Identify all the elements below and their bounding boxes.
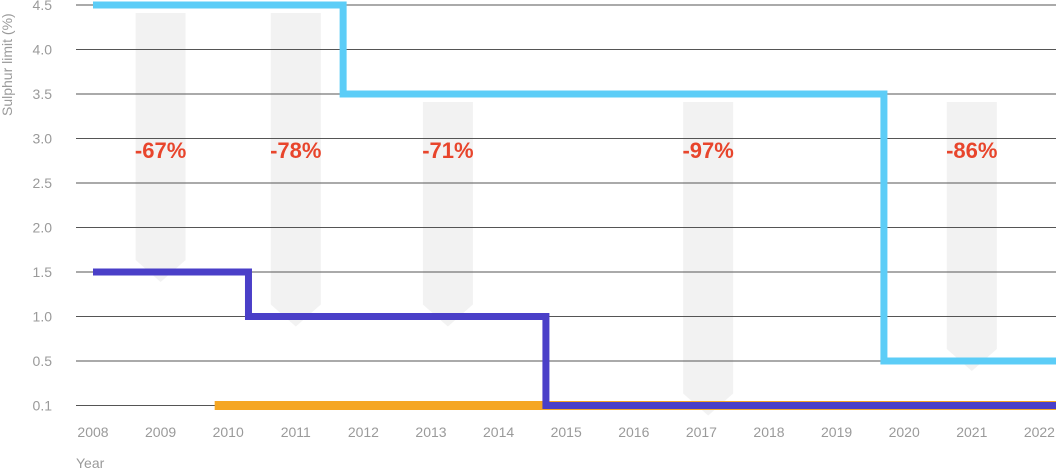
series-line <box>93 268 1056 409</box>
x-tick-label: 2017 <box>686 424 717 440</box>
x-axis-title: Year <box>76 455 105 469</box>
series-lines <box>93 1 1056 410</box>
y-tick-label: 0.1 <box>33 398 53 414</box>
x-tick-label: 2008 <box>77 424 108 440</box>
series-line <box>93 1 1056 365</box>
reduction-label: -78% <box>270 138 321 163</box>
y-axis-ticks: 4.5 4.0 3.5 3.0 2.5 2.0 1.5 1.0 0.5 0.1 <box>33 0 53 414</box>
x-tick-label: 2013 <box>415 424 446 440</box>
reduction-arrow <box>135 13 186 282</box>
y-tick-label: 0.5 <box>33 353 53 369</box>
reduction-labels: -67% -78% -71% -97% -86% <box>135 138 998 163</box>
y-axis-title: Sulphur limit (%) <box>0 13 15 116</box>
reduction-arrow <box>270 13 321 327</box>
reduction-label: -71% <box>422 138 473 163</box>
y-tick-label: 1.0 <box>33 309 53 325</box>
x-tick-label: 2019 <box>821 424 852 440</box>
x-tick-label: 2018 <box>753 424 784 440</box>
x-tick-label: 2010 <box>213 424 244 440</box>
reduction-arrows <box>135 13 997 416</box>
reduction-arrow <box>946 102 997 371</box>
x-tick-label: 2009 <box>145 424 176 440</box>
y-tick-label: 3.5 <box>33 86 53 102</box>
y-tick-label: 2.0 <box>33 220 53 236</box>
x-axis-ticks: 2008 2009 2010 2011 2012 2013 2014 2015 2016 2017… <box>77 424 1055 440</box>
reduction-label: -86% <box>946 138 997 163</box>
x-tick-label: 2022 <box>1024 424 1055 440</box>
x-tick-label: 2020 <box>889 424 920 440</box>
x-tick-label: 2016 <box>618 424 649 440</box>
reduction-label: -67% <box>135 138 186 163</box>
y-tick-label: 3.0 <box>33 131 53 147</box>
reduction-label: -97% <box>682 138 733 163</box>
reduction-arrow <box>683 102 734 416</box>
x-tick-label: 2011 <box>281 424 311 440</box>
x-tick-label: 2015 <box>551 424 582 440</box>
y-tick-label: 2.5 <box>33 175 53 191</box>
x-tick-label: 2012 <box>348 424 379 440</box>
reduction-arrow <box>422 102 473 327</box>
y-tick-label: 1.5 <box>33 264 53 280</box>
x-tick-label: 2014 <box>483 424 514 440</box>
y-tick-label: 4.5 <box>33 0 53 13</box>
y-tick-label: 4.0 <box>33 42 53 58</box>
grid-lines <box>76 4 1056 406</box>
x-tick-label: 2021 <box>956 424 987 440</box>
